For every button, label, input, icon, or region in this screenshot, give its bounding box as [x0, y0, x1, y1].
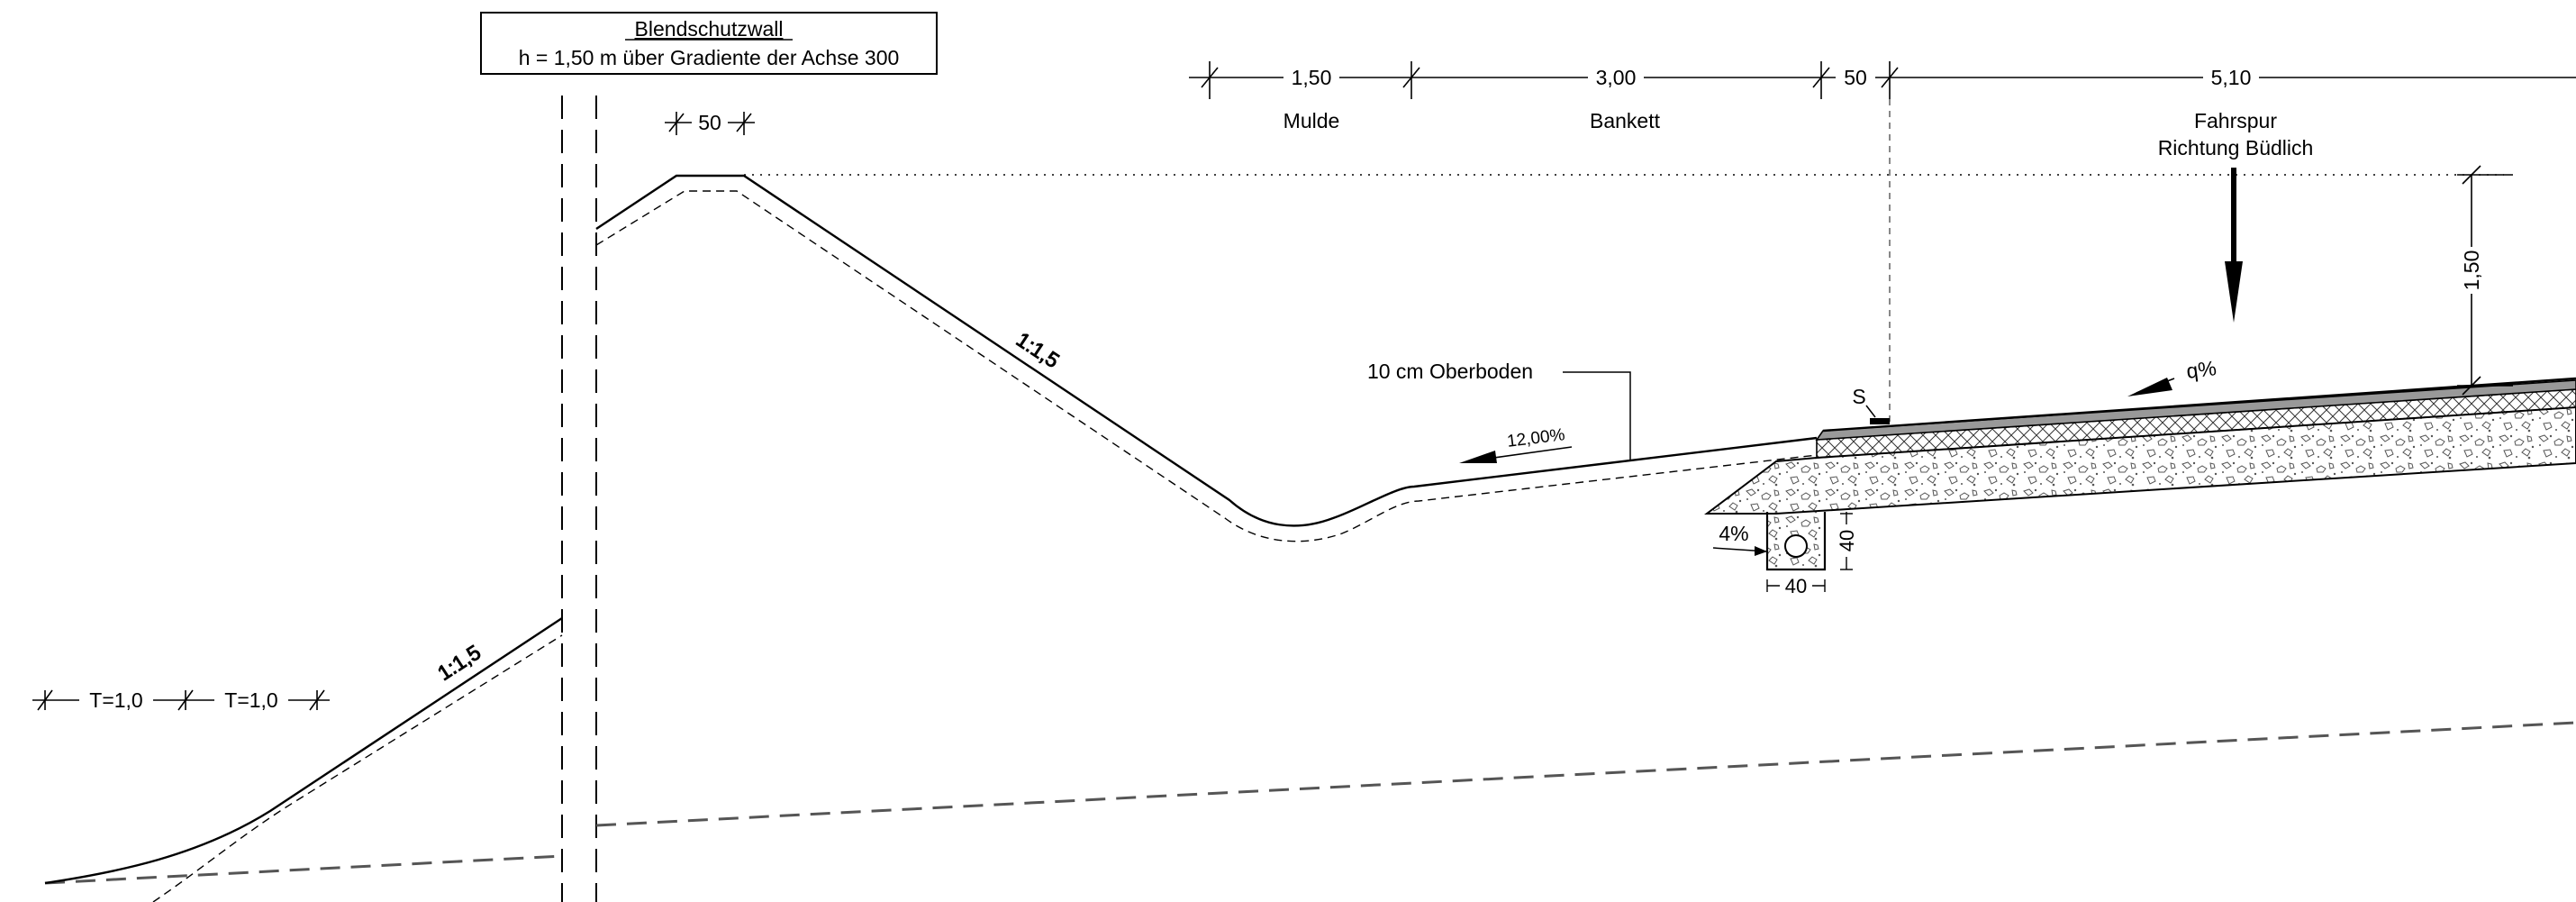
terrace-bg-1: [79, 688, 153, 713]
crest-tick-r: [736, 113, 752, 132]
shoulder-grade-arrowhead: [1459, 451, 1497, 463]
chain-tick-2: [1402, 67, 1420, 88]
chain-bg-lane: [2203, 65, 2259, 90]
drain-depth-label: 40: [1836, 530, 1858, 551]
existing-ground-line: [44, 721, 2576, 885]
dim-bankett-label: 3,00: [1596, 66, 1637, 89]
edge-marker-label: S: [1852, 385, 1865, 408]
topsoil-leader: [1563, 371, 1631, 461]
glare-protection-wall: 1:1,5: [595, 174, 1818, 542]
chain-bg-gap: [1836, 65, 1875, 90]
terrace-bg-2: [214, 688, 288, 713]
load-arrow-head: [2225, 261, 2243, 323]
existing-ground-left: [44, 854, 563, 885]
chain-tick-1: [1201, 67, 1219, 88]
slope-label-lower: 1:1,5: [433, 640, 485, 685]
zone-mulde-label: Mulde: [1283, 109, 1340, 132]
drain-width-bg: [1780, 575, 1812, 597]
zone-lane-label-1: Fahrspur: [2194, 109, 2277, 132]
edge-marker-block: [1870, 418, 1890, 424]
shoulder-grade-label: 12,00%: [1506, 425, 1566, 451]
pavement-structure: S: [1704, 377, 2576, 515]
slope-label-upper: 1:1,5: [1012, 327, 1064, 372]
drainage-trench: 4% 40 40: [1712, 512, 1858, 597]
crest-width-label: 50: [698, 111, 721, 134]
wall-surface: [595, 174, 1818, 527]
title-frame: [480, 12, 938, 75]
zone-lane-label-2: Richtung Büdlich: [2158, 136, 2314, 159]
dim-lane-label: 5,10: [2211, 66, 2252, 89]
existing-ground-right: [595, 721, 2576, 827]
wall-axis-lines: [561, 96, 597, 902]
chain-bg-bankett: [1588, 65, 1644, 90]
chain-tick-4: [1881, 67, 1899, 88]
drain-depth-bg: [1837, 524, 1857, 557]
wall-height-tick-top: [2462, 165, 2481, 185]
crest-tick-l: [668, 113, 685, 132]
title-text: Blendschutzwall: [635, 17, 784, 41]
drain-pipe: [1784, 534, 1808, 558]
load-arrow: [2225, 168, 2243, 323]
terrace-label-1: T=1,0: [89, 688, 142, 712]
edge-marker-leader: [1865, 405, 1876, 418]
shoulder-grade: 12,00%: [1459, 425, 1573, 463]
terrace-dimension-chain: T=1,0 T=1,0: [32, 688, 330, 713]
terrace-label-2: T=1,0: [224, 688, 277, 712]
title-box: Blendschutzwall h = 1,50 m über Gradient…: [480, 12, 938, 75]
subtitle-text: h = 1,50 m über Gradiente der Achse 300: [519, 46, 900, 69]
asphalt-layer: [1815, 379, 2576, 441]
topsoil-label: 10 cm Oberboden: [1367, 360, 1533, 383]
wall-height-dimension: 1,50: [2457, 165, 2513, 396]
cross-fall-arrowhead: [2127, 378, 2172, 396]
chain-tick-3: [1812, 67, 1830, 88]
wall-height-tick-bot: [2462, 376, 2481, 396]
dim-mulde-label: 1,50: [1292, 66, 1332, 89]
dim-gap-label: 50: [1844, 66, 1867, 89]
zone-bankett-label: Bankett: [1590, 109, 1661, 132]
drain-slope-label: 4%: [1719, 522, 1748, 545]
drain-width-label: 40: [1785, 575, 1807, 597]
wall-height-bg: [2461, 247, 2482, 294]
left-slope-surface: [44, 616, 563, 885]
left-slope-topsoil: [152, 634, 563, 902]
cross-fall: q%: [2127, 356, 2218, 396]
asphalt-top-edge: [1822, 377, 2576, 433]
chain-bg-mulde: [1283, 65, 1339, 90]
drain-slope-arrowhead: [1755, 546, 1767, 556]
top-dimension-chain: 1,50 3,00 50 5,10 Mulde Bankett Fahrspur…: [1189, 61, 2576, 159]
cross-fall-label: q%: [2185, 356, 2218, 383]
topsoil-annotation: 10 cm Oberboden: [1367, 360, 1631, 461]
wall-height-label: 1,50: [2460, 251, 2483, 291]
crest-width-dimension: 50: [665, 110, 755, 135]
crest-bg: [692, 110, 728, 133]
wall-topsoil: [595, 190, 1818, 542]
